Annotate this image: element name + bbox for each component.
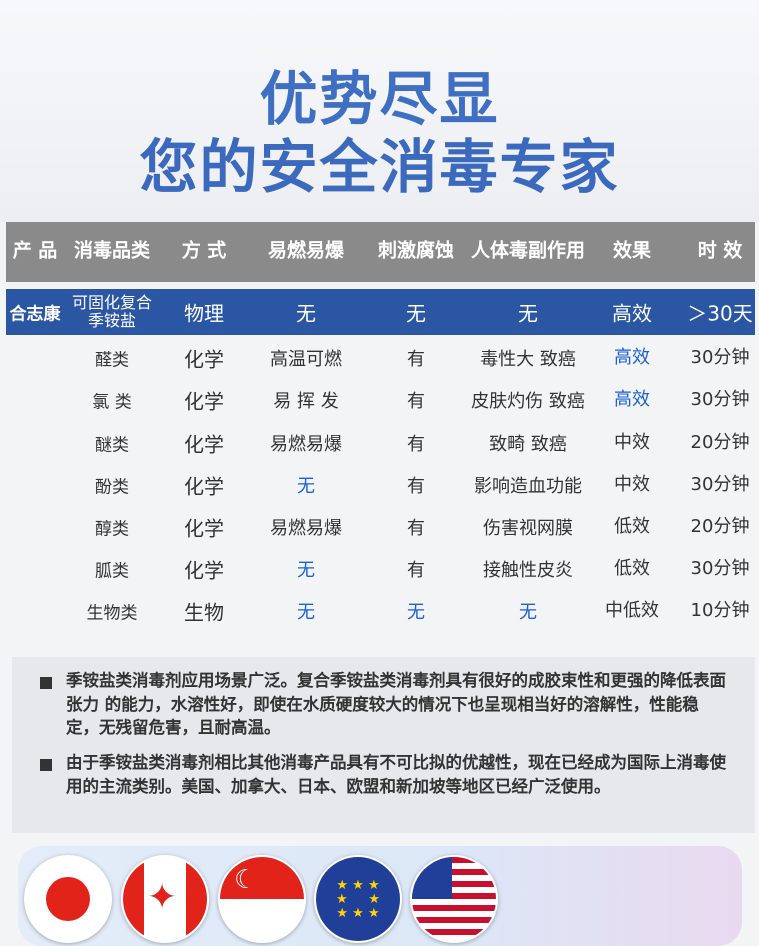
table-cell: 高效 [614, 389, 650, 410]
table-cell: 30分钟 [690, 347, 750, 368]
table-cell: 低效 [614, 558, 650, 579]
note-paragraph: 由于季铵盐类消毒剂相比其他消毒产品具有不可比拟的优越性，现在已经成为国际上消毒使… [66, 753, 726, 796]
table-cell: 有 [407, 476, 425, 497]
table-cell: 致畸 致癌 [489, 434, 567, 455]
table-cell: 无 [407, 602, 425, 623]
singapore-flag-icon: ☾ [218, 855, 306, 943]
bullet-icon [40, 677, 52, 689]
table-cell: 化学 [184, 516, 224, 541]
header-cell: 刺激腐蚀 [377, 239, 455, 262]
table-cell: 生物类 [86, 603, 138, 624]
hero-banner: 优势尽显 您的安全消毒专家 [0, 0, 759, 222]
title-line2: 您的安全消毒专家 [139, 133, 620, 201]
table-cell: 有 [407, 391, 425, 412]
table-cell: 易燃易爆 [270, 518, 342, 539]
table-cell: 30分钟 [690, 558, 750, 579]
table-cell: 中低效 [605, 600, 659, 621]
table-cell: 易 挥 发 [273, 391, 339, 412]
highlight-row [6, 289, 755, 335]
header-cell: 方 式 [181, 239, 227, 262]
table-cell: 无 [297, 560, 315, 581]
highlight-cell: ＞30天 [687, 301, 753, 326]
table-cell: 中效 [614, 432, 650, 453]
highlight-cell: 无 [518, 301, 538, 326]
highlight-cell: 无 [296, 301, 316, 326]
table-cell: 20分钟 [690, 432, 750, 453]
table-header [6, 222, 755, 282]
table-cell: 低效 [614, 516, 650, 537]
table-cell: 酚类 [95, 477, 129, 498]
table-cell: 化学 [184, 558, 224, 583]
usa-flag-icon [410, 855, 498, 943]
highlight-cell: 可固化复合季铵盐 [71, 293, 152, 330]
header-cell: 时 效 [697, 239, 743, 262]
bullet-icon [40, 759, 52, 771]
title-line1: 优势尽显 [259, 65, 500, 133]
notes-box [12, 657, 755, 833]
table-cell: 胍类 [95, 561, 129, 582]
table-cell: 化学 [184, 474, 224, 499]
table-cell: 化学 [184, 389, 224, 414]
table-cell: 醚类 [95, 435, 129, 456]
table-cell: 化学 [184, 347, 224, 372]
table-cell: 无 [297, 476, 315, 497]
table-cell: 醇类 [95, 519, 129, 540]
table-cell: 30分钟 [690, 389, 750, 410]
header-cell: 易燃易爆 [267, 239, 345, 262]
table-cell: 醛类 [95, 350, 129, 371]
highlight-cell: 物理 [184, 301, 224, 326]
table-cell: 无 [519, 602, 537, 623]
eu-flag-icon: ★ ★ ★ ★ ★ ★ ★ ★ [314, 855, 402, 943]
table-cell: 影响造血功能 [474, 476, 582, 497]
table-cell: 生物 [184, 600, 224, 625]
table-cell: 易燃易爆 [270, 434, 342, 455]
highlight-cell: 高效 [612, 301, 652, 326]
japan-flag-icon [24, 855, 112, 943]
table-cell: 10分钟 [690, 600, 750, 621]
highlight-cell: 合志康 [9, 304, 61, 325]
table-cell: 化学 [184, 432, 224, 457]
table-cell: 高温可燃 [270, 349, 342, 370]
header-cell: 消毒品类 [73, 239, 151, 262]
table-cell: 皮肤灼伤 致癌 [471, 391, 585, 412]
table-cell: 伤害视网膜 [483, 518, 573, 539]
table-cell: 毒性大 致癌 [480, 349, 576, 370]
header-cell: 效果 [612, 239, 652, 262]
header-cell: 人体毒副作用 [470, 239, 586, 262]
table-cell: 30分钟 [690, 474, 750, 495]
table-cell: 无 [297, 602, 315, 623]
table-cell: 高效 [614, 347, 650, 368]
header-cell: 产 品 [12, 239, 58, 262]
table-cell: 有 [407, 560, 425, 581]
table-cell: 20分钟 [690, 516, 750, 537]
table-cell: 接触性皮炎 [483, 560, 573, 581]
table-cell: 中效 [614, 474, 650, 495]
table-cell: 有 [407, 349, 425, 370]
table-cell: 有 [407, 518, 425, 539]
table-cell: 有 [407, 434, 425, 455]
highlight-cell: 无 [406, 301, 426, 326]
table-cell: 氯 类 [92, 392, 132, 413]
note-paragraph: 季铵盐类消毒剂应用场景广泛。复合季铵盐类消毒剂具有很好的成胶束性和更强的降低表面… [66, 671, 726, 737]
canada-flag-icon: ✦ [121, 855, 209, 943]
